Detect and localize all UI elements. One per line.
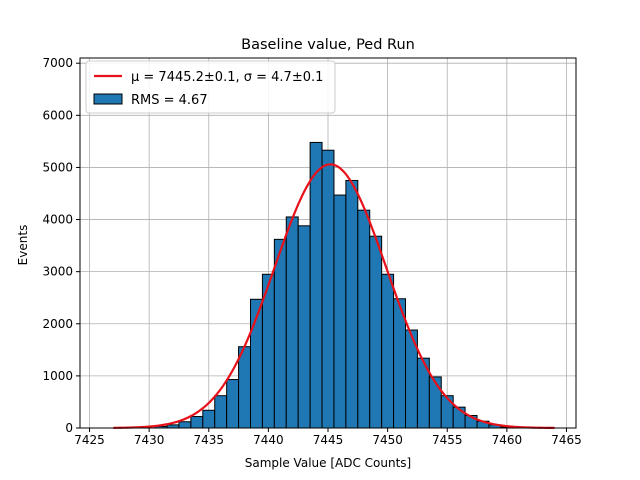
legend: μ = 7445.2±0.1, σ = 4.7±0.1 RMS = 4.67 (85, 60, 336, 114)
x-tick-label: 7460 (492, 433, 523, 447)
x-tick-label: 7425 (74, 433, 105, 447)
histogram-bar (238, 346, 251, 429)
histogram-bar (226, 379, 240, 429)
x-tick-label: 7455 (432, 433, 463, 447)
histogram-bar (357, 209, 371, 429)
y-tick-label: 6000 (42, 108, 73, 122)
x-tick-label: 7445 (313, 433, 344, 447)
histogram-bar (428, 376, 442, 429)
histogram-bar (369, 235, 383, 429)
y-tick-label: 2000 (42, 317, 73, 331)
histogram-bars (154, 141, 514, 429)
histogram-bar (178, 421, 192, 429)
y-tick-label: 4000 (42, 213, 73, 227)
legend-rms-patch-swatch (93, 93, 123, 105)
x-tick-label: 7440 (253, 433, 284, 447)
y-axis-label: Events (16, 225, 30, 266)
x-tick-label: 7435 (193, 433, 224, 447)
x-axis-label: Sample Value [ADC Counts] (245, 456, 411, 470)
legend-fit-label: μ = 7445.2±0.1, σ = 4.7±0.1 (131, 70, 323, 85)
histogram-bar (321, 149, 335, 429)
histogram-bar (440, 395, 454, 429)
fit-curve (113, 163, 555, 430)
y-tick-label: 1000 (42, 369, 73, 383)
gaussian-fit (113, 163, 555, 430)
x-tick-label: 7465 (551, 433, 582, 447)
histogram-bar (333, 194, 347, 429)
histogram-bar (309, 141, 323, 429)
legend-rms-label: RMS = 4.67 (131, 93, 208, 108)
y-tick-label: 5000 (42, 160, 73, 174)
histogram-bar (345, 179, 359, 429)
histogram-bar (273, 238, 287, 429)
y-tick-label: 0 (65, 421, 73, 435)
chart-title: Baseline value, Ped Run (241, 37, 415, 53)
histogram-bar (202, 409, 216, 429)
x-tick-label: 7450 (372, 433, 403, 447)
histogram-bar (190, 416, 204, 429)
y-tick-label: 3000 (42, 265, 73, 279)
histogram-bar (297, 225, 311, 429)
x-tick-label: 7430 (134, 433, 165, 447)
legend-box (85, 60, 336, 114)
y-tick-label: 7000 (42, 56, 73, 70)
histogram-bar (381, 273, 395, 429)
histogram-bar (214, 395, 228, 429)
x-axis-ticks: 7425 7430 7435 7440 7445 7450 7455 7460 7465 (74, 428, 582, 447)
y-axis-ticks: 0 1000 2000 3000 4000 5000 6000 7000 (42, 56, 80, 435)
histogram-bar (285, 216, 299, 429)
